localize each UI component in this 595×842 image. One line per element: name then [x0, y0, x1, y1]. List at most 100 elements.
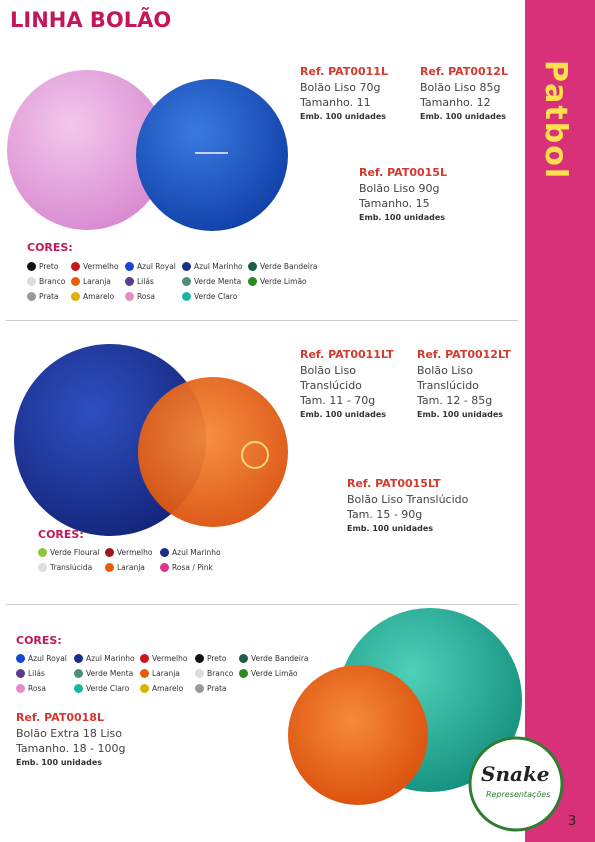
color-swatch — [195, 684, 204, 693]
color-name: Laranja — [152, 669, 180, 678]
color-name: Azul Marinho — [86, 654, 135, 663]
color-name: Preto — [39, 262, 59, 271]
color-name: Azul Royal — [137, 262, 176, 271]
product-line: Translúcido — [417, 379, 479, 392]
colors-title: CORES: — [27, 241, 73, 254]
color-name: Rosa — [137, 292, 155, 301]
color-swatch — [195, 669, 204, 678]
colors-title: CORES: — [38, 528, 84, 541]
color-name: Vermelho — [152, 654, 188, 663]
pink-ball — [7, 70, 167, 230]
sidebar-brand: Patbol — [538, 60, 573, 181]
color-swatch — [38, 563, 47, 572]
blue-ball — [136, 79, 288, 231]
color-name: Verde Bandeira — [260, 262, 318, 271]
separator — [6, 604, 518, 605]
product-ref: Ref. PAT0011LT — [300, 348, 394, 361]
color-name: Translúcida — [50, 563, 93, 572]
product-pack: Emb. 100 unidades — [420, 112, 507, 121]
product-ref: Ref. PAT0012LT — [417, 348, 511, 361]
product-line: Tamanho. 11 — [300, 96, 371, 109]
color-name: Azul Royal — [28, 654, 67, 663]
color-swatch — [74, 684, 83, 693]
product-ref: Ref. PAT0011L — [300, 65, 388, 78]
color-name: Rosa — [28, 684, 46, 693]
color-swatch — [71, 262, 80, 271]
color-name: Amarelo — [152, 684, 184, 693]
product-line: Bolão Liso — [417, 364, 473, 377]
separator — [6, 320, 518, 321]
color-swatch — [71, 277, 80, 286]
product-line: Bolão Liso 85g — [420, 81, 501, 94]
color-name: Lilás — [137, 277, 154, 286]
product-pack: Emb. 100 unidades — [417, 410, 504, 419]
product-line: Tam. 11 - 70g — [300, 394, 376, 407]
color-swatch — [182, 262, 191, 271]
color-swatch — [182, 292, 191, 301]
color-swatch — [182, 277, 191, 286]
product-pack: Emb. 100 unidades — [300, 112, 387, 121]
color-name: Verde Limão — [260, 277, 307, 286]
color-name: Verde Floural — [50, 548, 100, 557]
color-swatch — [239, 654, 248, 663]
orange-ball — [288, 665, 428, 805]
product-line: Tam. 15 - 90g — [347, 508, 423, 521]
color-name: Prata — [39, 292, 59, 301]
color-name: Rosa / Pink — [172, 563, 213, 572]
color-swatch — [27, 262, 36, 271]
color-swatch — [16, 684, 25, 693]
product-line: Bolão Liso — [300, 364, 356, 377]
color-name: Laranja — [83, 277, 111, 286]
product-pack: Emb. 100 unidades — [16, 758, 103, 767]
sidebar — [525, 0, 595, 842]
product-ref: Ref. PAT0015LT — [347, 477, 441, 490]
color-name: Amarelo — [83, 292, 115, 301]
color-swatch — [160, 563, 169, 572]
color-swatch — [105, 563, 114, 572]
product-line: Bolão Liso 90g — [359, 182, 440, 195]
color-name: Laranja — [117, 563, 145, 572]
color-swatch — [71, 292, 80, 301]
color-swatch — [140, 669, 149, 678]
color-name: Branco — [39, 277, 66, 286]
product-line: Tam. 12 - 85g — [417, 394, 493, 407]
logo-subtitle: Representações — [486, 790, 551, 799]
color-name: Vermelho — [117, 548, 153, 557]
colors-title: CORES: — [16, 634, 62, 647]
color-swatch — [125, 277, 134, 286]
color-swatch — [140, 654, 149, 663]
color-swatch — [160, 548, 169, 557]
color-swatch — [140, 684, 149, 693]
color-name: Prata — [207, 684, 227, 693]
color-swatch — [248, 262, 257, 271]
color-swatch — [74, 654, 83, 663]
color-name: Azul Marinho — [172, 548, 221, 557]
color-swatch — [239, 669, 248, 678]
color-swatch — [27, 292, 36, 301]
color-swatch — [125, 292, 134, 301]
color-name: Verde Limão — [251, 669, 298, 678]
color-name: Verde Claro — [194, 292, 238, 301]
color-swatch — [74, 669, 83, 678]
color-name: Azul Marinho — [194, 262, 243, 271]
product-pack: Emb. 100 unidades — [347, 524, 434, 533]
color-name: Verde Menta — [194, 277, 242, 286]
color-name: Vermelho — [83, 262, 119, 271]
product-line: Translúcido — [300, 379, 362, 392]
color-swatch — [195, 654, 204, 663]
color-name: Branco — [207, 669, 234, 678]
color-swatch — [105, 548, 114, 557]
color-name: Verde Menta — [86, 669, 134, 678]
product-pack: Emb. 100 unidades — [300, 410, 387, 419]
product-line: Bolão Extra 18 Liso — [16, 727, 122, 740]
logo-name: Snake — [481, 762, 550, 786]
color-swatch — [27, 277, 36, 286]
title: LINHA BOLÃO — [10, 8, 172, 32]
color-name: Lilás — [28, 669, 45, 678]
color-name: Verde Claro — [86, 684, 130, 693]
color-swatch — [16, 669, 25, 678]
color-name: Verde Bandeira — [251, 654, 309, 663]
color-swatch — [38, 548, 47, 557]
